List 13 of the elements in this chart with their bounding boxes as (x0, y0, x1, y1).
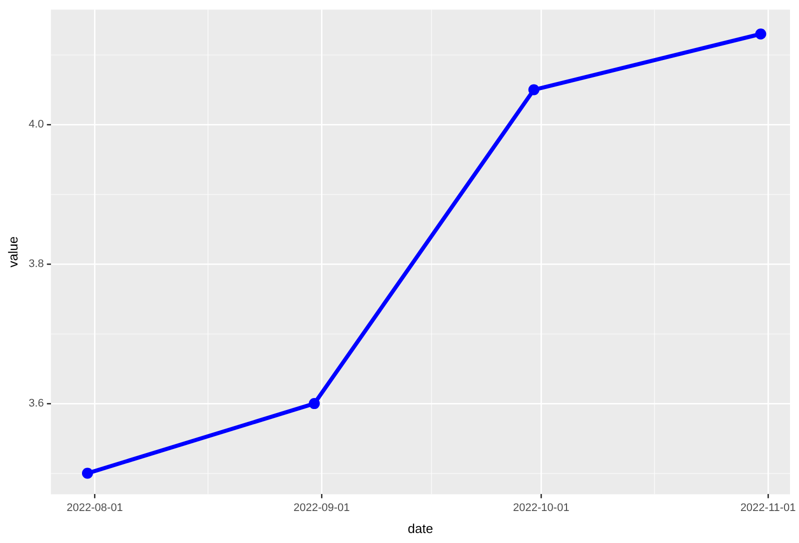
x-tick-label: 2022-11-01 (740, 502, 796, 514)
x-tick-label: 2022-08-01 (66, 502, 123, 514)
x-tick-label: 2022-09-01 (294, 502, 350, 514)
x-tick-label: 2022-10-01 (513, 502, 570, 514)
y-tick-label: 4.0 (28, 118, 44, 131)
x-axis-title: date (408, 520, 434, 536)
point (528, 84, 540, 96)
y-tick-label: 3.6 (28, 398, 44, 410)
point (82, 468, 93, 479)
point (755, 28, 766, 40)
y-tick-label: 3.8 (28, 258, 44, 270)
point (308, 398, 320, 410)
y-axis-title: value (5, 236, 20, 268)
